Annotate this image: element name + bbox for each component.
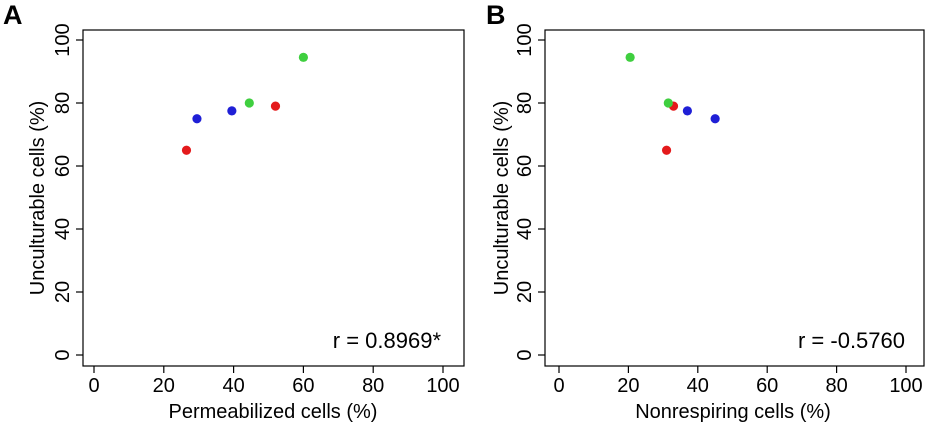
panel-b-x-tick-label: 100 bbox=[889, 375, 922, 397]
panel-a-x-tick-label: 60 bbox=[292, 375, 314, 397]
panel-a-correlation-annotation: r = 0.8969* bbox=[333, 328, 442, 353]
panel-a-y-tick-label: 80 bbox=[52, 92, 74, 114]
panel-a-x-tick-label: 40 bbox=[222, 375, 244, 397]
panel-b-y-tick-label: 100 bbox=[514, 23, 536, 56]
panel-b-y-tick-label: 80 bbox=[514, 92, 536, 114]
panel-a-y-tick-label: 40 bbox=[52, 218, 74, 240]
panel-a-x-tick-label: 100 bbox=[426, 375, 459, 397]
panel-a-x-tick-label: 0 bbox=[88, 375, 99, 397]
panel-a-point-blue bbox=[227, 106, 237, 116]
panel-b-letter: B bbox=[486, 0, 506, 30]
panel-a-y-tick-label: 20 bbox=[52, 281, 74, 303]
panel-a-point-blue bbox=[192, 114, 202, 124]
panel-b-point-green bbox=[663, 98, 673, 108]
panel-b-x-tick-label: 80 bbox=[825, 375, 847, 397]
panel-a-ticks: 0 20 40 60 80 100 0 20 40 60 80 100 bbox=[52, 23, 460, 397]
panel-a-letter: A bbox=[3, 0, 23, 30]
panel-b-correlation-annotation: r = -0.5760 bbox=[798, 328, 905, 353]
panel-b-point-red bbox=[661, 145, 672, 155]
panel-b-points bbox=[625, 52, 720, 155]
panel-b-x-axis-title: Nonrespiring cells (%) bbox=[635, 401, 831, 423]
panel-b-x-tick-label: 20 bbox=[617, 375, 639, 397]
panel-a-points bbox=[181, 52, 308, 155]
panel-a-x-tick-label: 20 bbox=[153, 375, 175, 397]
panel-b-y-tick-label: 0 bbox=[514, 349, 536, 360]
panel-b-x-tick-label: 0 bbox=[553, 375, 564, 397]
panel-a-point-red bbox=[181, 145, 192, 155]
panel-b-y-tick-label: 40 bbox=[514, 218, 536, 240]
panel-a-x-tick-label: 80 bbox=[362, 375, 384, 397]
panel-a-y-tick-label: 0 bbox=[52, 349, 74, 360]
panel-a-y-tick-label: 60 bbox=[52, 155, 74, 177]
panel-a-x-axis-title: Permeabilized cells (%) bbox=[169, 401, 378, 423]
panel-b-point-green bbox=[625, 52, 635, 62]
panel-b-y-axis-title: Unculturable cells (%) bbox=[491, 101, 513, 296]
panel-b-plot-frame bbox=[544, 29, 925, 367]
panel-a-plot-frame bbox=[82, 29, 465, 367]
panel-a-point-green bbox=[298, 52, 308, 62]
panel-a-y-axis-title: Unculturable cells (%) bbox=[27, 101, 49, 296]
panel-b-x-tick-label: 40 bbox=[687, 375, 709, 397]
panel-b-x-tick-label: 60 bbox=[756, 375, 778, 397]
panel-b-ticks: 0 20 40 60 80 100 0 20 40 60 80 100 bbox=[514, 23, 923, 397]
panel-a-y-tick-label: 100 bbox=[52, 23, 74, 56]
panel-b-point-blue bbox=[682, 106, 692, 116]
panel-b-y-tick-label: 60 bbox=[514, 155, 536, 177]
panel-b-y-tick-label: 20 bbox=[514, 281, 536, 303]
panel-b-point-blue bbox=[710, 114, 720, 124]
panel-a: A 0 20 40 60 80 100 0 20 40 60 80 100 Permeabilized… bbox=[3, 0, 465, 423]
panel-a-point-red bbox=[270, 101, 281, 111]
panel-a-point-green bbox=[244, 98, 254, 108]
panel-b: B 0 20 40 60 80 100 0 20 40 60 80 100 Nonrespiring … bbox=[486, 0, 925, 423]
